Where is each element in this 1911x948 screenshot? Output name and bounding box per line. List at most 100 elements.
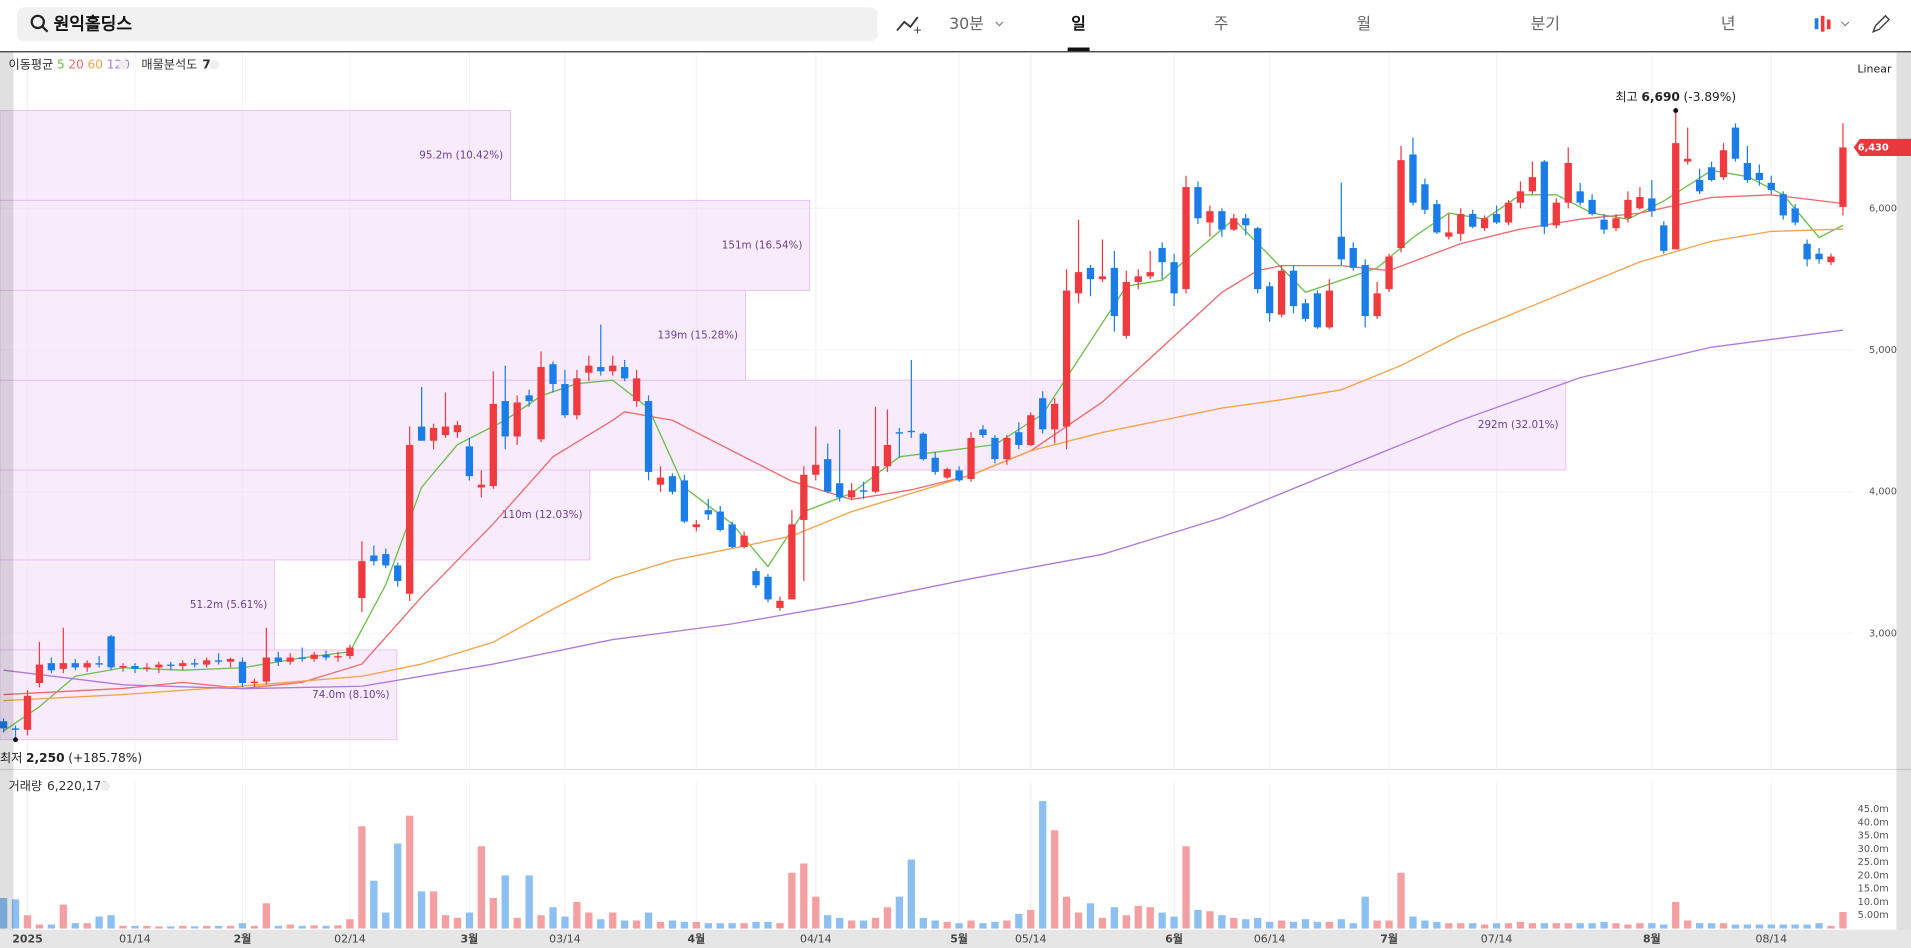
candle-body [1015,432,1023,445]
profile-box [0,559,276,651]
candle-body [1074,272,1083,294]
candle-body [143,667,151,669]
volume-bar [179,925,187,929]
volume-bar [847,920,856,929]
candle-body [1206,211,1214,223]
volume-bar [1636,923,1644,929]
candle-body [752,571,760,586]
search-box[interactable] [17,7,878,42]
candle-body [1731,127,1740,159]
profile-box [0,199,811,291]
volume-bar [191,926,199,929]
volume-bar [334,925,342,929]
candle-body [1361,265,1369,317]
candle-body [800,474,808,521]
ma-legend: 이동평균52060120 [9,57,130,71]
volume-tick-label: 40.0m [1858,817,1889,828]
candle-body [931,457,939,472]
candle-body [1265,286,1274,314]
candle-body [1110,267,1119,317]
x-tick-label: 03/14 [549,932,581,945]
volume-bar [1779,924,1787,929]
candle-icon[interactable] [1814,18,1819,30]
volume-bar [907,859,915,929]
scale-mode[interactable]: Linear [1857,62,1892,75]
period-tab[interactable]: 분기 [1531,14,1560,33]
candle-body [1612,218,1620,229]
close-button[interactable] [118,59,128,70]
candle-body [704,510,712,515]
candle-body [382,554,390,566]
volume-bar [1349,923,1357,929]
volume-bar [1086,903,1095,929]
volume-bar [1194,909,1202,929]
indicator-icon[interactable] [896,16,919,32]
price-tag [1853,138,1911,156]
volume-bar [226,925,235,929]
period-tab[interactable]: 주 [1214,14,1229,33]
x-tick-label: 6월 [1165,931,1183,945]
candle-body [1743,163,1752,181]
candle-body [501,401,509,437]
candle-icon[interactable] [1820,15,1825,32]
volume-bar [1839,911,1847,929]
volume-bar [1504,923,1513,929]
candle-body [1636,197,1644,209]
volume-bar [1445,923,1453,929]
volume-bar [1074,912,1083,929]
volume-bar [119,925,127,929]
interval-select[interactable]: 30분 [949,14,984,33]
volume-bar [943,921,951,929]
y-tick-label: 4,000 [1869,487,1897,498]
legend-entry: 60 [88,57,104,71]
volume-bar [859,920,868,929]
candle-body [370,555,378,562]
candle-body [1433,204,1441,233]
ma-line [3,194,1844,696]
candle-body [1194,187,1202,219]
volume-bar [35,924,44,929]
search-text[interactable]: 원익홀딩스 [54,13,133,34]
period-tab[interactable]: 년 [1721,14,1736,33]
x-tick-label: 05/14 [1015,932,1047,945]
volume-bar [394,843,402,929]
profile-label: 151m (16.54%) [722,239,803,251]
candle-body [1469,214,1477,227]
close-button[interactable] [209,59,220,70]
candle-body [740,535,748,547]
volume-bar [1313,921,1322,929]
candle-body [585,365,593,373]
candle-icon[interactable] [1826,19,1831,30]
candle-body [155,664,163,668]
candle-body [1122,282,1130,336]
candle-body [1445,232,1453,237]
volume-bar [23,915,32,929]
candle-body [1624,199,1632,219]
period-tab[interactable]: 월 [1356,14,1371,33]
candle-body [716,511,724,530]
profile-label: 292m (32.01%) [1478,419,1559,431]
candle-body [1289,270,1298,307]
volume-bar [1421,920,1429,929]
period-tab[interactable]: 일 [1071,14,1086,33]
volume-bar [549,907,557,929]
volume-bar [1230,917,1238,929]
candle-body [668,476,677,492]
candle-body [1098,276,1107,280]
volume-bar [656,921,665,929]
search-icon-handle [41,26,49,33]
candle-body [1277,270,1286,315]
volume-bar [1719,923,1728,929]
volume-bar [537,915,545,929]
volume-bar [0,897,8,929]
close-button[interactable] [99,781,110,791]
x-tick-label: 4월 [687,931,705,945]
volume-bar [1695,923,1704,929]
candle-body [465,446,474,477]
volume-bar [143,925,151,929]
volume-bar [1277,920,1286,929]
draw-icon[interactable] [1871,14,1891,33]
volume-bar [1027,909,1035,929]
volume-bar [1254,917,1262,929]
volume-bar [919,917,927,929]
